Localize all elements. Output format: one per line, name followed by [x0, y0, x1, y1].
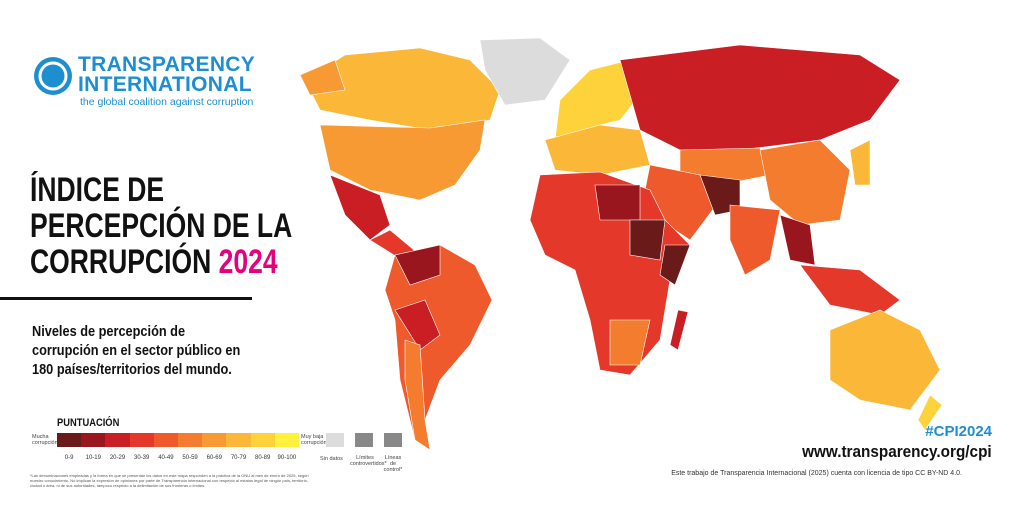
bolivia — [394, 299, 441, 351]
legend-bin-label: 50-59 — [182, 455, 198, 461]
title: ÍNDICE DE PERCEPCIÓN DE LA CORRUPCIÓN 20… — [30, 172, 292, 280]
legend-swatch — [105, 433, 130, 447]
russia — [619, 44, 901, 151]
legend-title: PUNTUACIÓN — [57, 417, 120, 429]
new-zealand — [917, 394, 943, 431]
legend-swatch — [178, 433, 203, 447]
logo-line: INTERNATIONAL — [78, 73, 252, 96]
logo-text: TRANSPARENCY INTERNATIONAL — [78, 53, 256, 96]
logo-line: TRANSPARENCY — [78, 53, 256, 76]
title-line: ÍNDICE DE — [30, 171, 165, 209]
madagascar — [669, 309, 689, 351]
license: Este trabajo de Transparencia Internacio… — [671, 470, 962, 477]
legend-bin-label: 40-49 — [158, 455, 174, 461]
chile — [404, 339, 431, 451]
disputed-swatch — [355, 433, 373, 447]
countries — [299, 37, 943, 451]
divider — [0, 297, 252, 300]
usa — [319, 119, 486, 201]
legend-bin-label: 0-9 — [64, 455, 74, 461]
subtitle: Niveles de percepción de corrupción en e… — [32, 322, 240, 379]
subtitle-line: 180 países/territorios del mundo. — [32, 361, 232, 378]
legend-bin-label: 90-100 — [277, 455, 297, 461]
venezuela — [394, 244, 441, 286]
hashtag: #CPI2024 — [925, 423, 992, 440]
legend-swatch — [202, 433, 227, 447]
india — [729, 204, 781, 276]
japan — [849, 139, 871, 186]
australia — [829, 309, 941, 411]
logo-tagline: the global coalition against corruption — [80, 96, 254, 108]
legend-swatch — [129, 433, 154, 447]
southern-africa — [609, 319, 651, 366]
legend-swatch — [81, 433, 106, 447]
legend-no-data: Sin datos — [320, 456, 343, 462]
legend-swatch — [274, 433, 300, 447]
mexico — [329, 174, 391, 241]
legend-bin-label: 10-19 — [85, 455, 101, 461]
legend-swatch — [250, 433, 275, 447]
control-swatch — [384, 433, 402, 447]
legend-low: Mucha corrupción — [32, 434, 58, 446]
subtitle-line: Niveles de percepción de — [32, 323, 186, 340]
greenland — [479, 37, 571, 106]
sudan — [629, 219, 666, 261]
myanmar — [779, 214, 816, 266]
legend-bin-label: 80-89 — [255, 455, 271, 461]
alaska — [299, 59, 346, 96]
legend-swatch — [153, 433, 179, 447]
legend-bar — [57, 433, 300, 447]
subtitle-line: corrupción en el sector público en — [32, 342, 241, 359]
title-line: CORRUPCIÓN 2024 — [30, 244, 292, 280]
legend-bin-label: 20-29 — [109, 455, 126, 461]
libya — [594, 184, 641, 221]
legend-bin-label: 30-39 — [134, 455, 150, 461]
legend-high: Muy baja corrupción — [301, 434, 327, 446]
canada — [304, 47, 501, 131]
somalia — [659, 244, 691, 286]
legend-bin-label: 60-69 — [206, 455, 222, 461]
china — [759, 139, 851, 226]
indonesia — [799, 264, 901, 316]
footnote: *Las denominaciones empleadas y la forma… — [30, 473, 309, 488]
logo-icon — [34, 57, 72, 95]
title-year: 2024 — [218, 243, 278, 281]
url: www.transparency.org/cpi — [802, 442, 992, 461]
legend-control: Líneas de control* — [383, 455, 403, 473]
legend-disputed: Límites controvertidos* — [350, 455, 387, 467]
title-line: PERCEPCIÓN DE LA — [30, 207, 293, 245]
legend-bin-label: 70-79 — [230, 455, 247, 461]
no-data-swatch — [326, 433, 344, 447]
title-word: CORRUPCIÓN — [30, 243, 212, 281]
legend-swatch — [226, 433, 251, 447]
logo-ring — [38, 61, 68, 91]
legend-swatch — [57, 433, 82, 447]
